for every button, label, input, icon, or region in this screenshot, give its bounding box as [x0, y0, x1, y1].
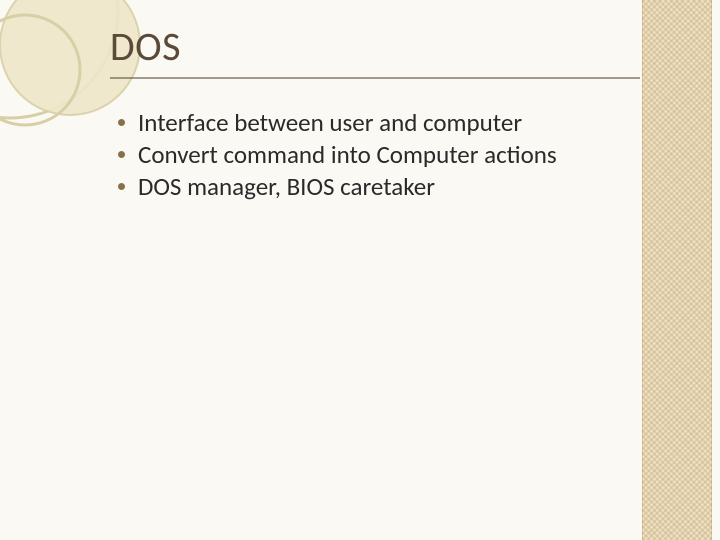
list-item: DOS manager, BIOS caretaker — [138, 171, 620, 203]
slide-content: DOS Interface between user and computer … — [110, 22, 620, 203]
pattern-strip — [642, 0, 712, 540]
slide-title: DOS — [110, 22, 620, 71]
list-item: Interface between user and computer — [138, 107, 620, 139]
bullet-list: Interface between user and computer Conv… — [110, 107, 620, 203]
list-item: Convert command into Computer actions — [138, 139, 620, 171]
title-underline — [110, 77, 640, 79]
